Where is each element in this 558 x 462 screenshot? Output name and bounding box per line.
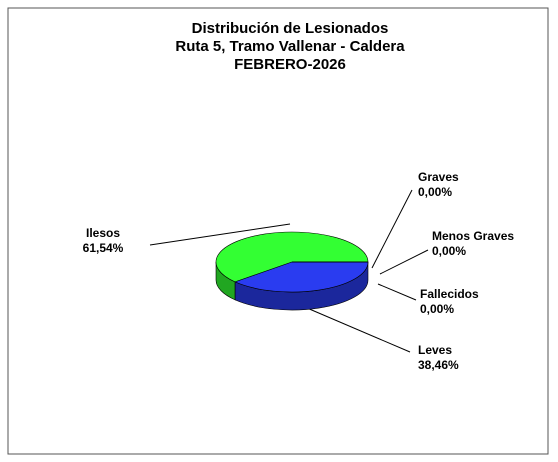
leader-line <box>371 189 413 269</box>
data-label-value: 38,46% <box>418 358 459 372</box>
leader-line <box>149 223 291 246</box>
data-label-value: 61,54% <box>83 241 124 255</box>
data-label-name: Graves <box>418 170 459 184</box>
data-label-name: Menos Graves <box>432 229 514 243</box>
data-label-value: 0,00% <box>420 302 454 316</box>
leader-line <box>299 304 411 353</box>
pie-tops <box>215 231 369 293</box>
leader-lines <box>149 189 429 353</box>
leader-line <box>379 249 429 275</box>
chart-title: Ruta 5, Tramo Vallenar - Caldera <box>175 38 405 55</box>
data-label-name: Ilesos <box>86 226 120 240</box>
chart-border <box>7 7 549 455</box>
pie-slice <box>215 231 369 283</box>
chart-title: FEBRERO-2026 <box>234 56 346 73</box>
data-label-name: Leves <box>418 343 452 357</box>
data-label-name: Fallecidos <box>420 287 479 301</box>
pie-slice <box>234 261 369 293</box>
data-label-value: 0,00% <box>418 185 452 199</box>
chart-title: Distribución de Lesionados <box>192 20 389 37</box>
leader-line <box>377 283 417 301</box>
data-label-value: 0,00% <box>432 244 466 258</box>
